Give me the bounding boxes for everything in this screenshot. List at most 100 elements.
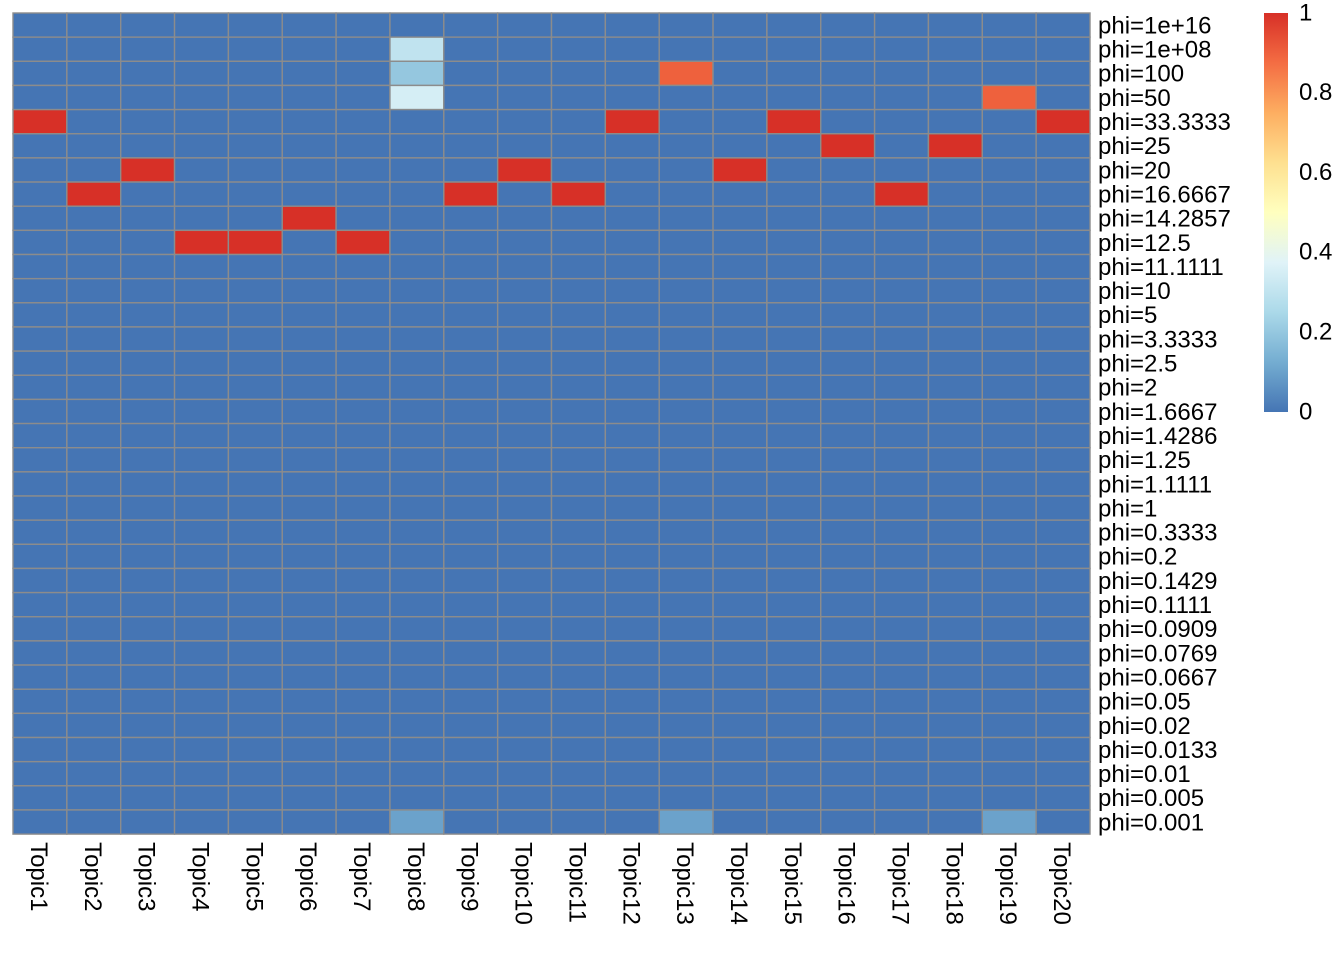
heatmap-cell bbox=[119, 229, 176, 256]
heatmap-cell bbox=[12, 108, 68, 135]
heatmap-cell bbox=[1035, 809, 1091, 835]
heatmap-cell bbox=[335, 760, 391, 787]
heatmap-cell bbox=[443, 567, 499, 594]
heatmap-cell bbox=[1035, 543, 1091, 570]
heatmap-cell bbox=[66, 567, 122, 594]
row-label: phi=0.05 bbox=[1098, 689, 1191, 716]
heatmap-cell bbox=[389, 495, 445, 521]
heatmap-cell bbox=[1035, 36, 1091, 63]
heatmap-cell bbox=[281, 84, 337, 111]
heatmap-cell bbox=[119, 422, 176, 449]
heatmap-cell bbox=[873, 326, 930, 352]
heatmap-cell bbox=[927, 60, 984, 87]
heatmap-cell bbox=[227, 736, 283, 763]
heatmap-cell bbox=[12, 350, 68, 376]
heatmap-cell bbox=[496, 277, 553, 304]
heatmap-cell bbox=[12, 736, 68, 763]
heatmap-cell bbox=[66, 108, 122, 135]
heatmap-cell bbox=[389, 253, 445, 280]
column-label: Topic17 bbox=[887, 842, 914, 925]
heatmap-cell bbox=[981, 688, 1037, 715]
heatmap-cell bbox=[981, 12, 1037, 38]
heatmap-cell bbox=[981, 326, 1037, 352]
heatmap-cell bbox=[1035, 398, 1091, 425]
column-label: Topic15 bbox=[779, 842, 806, 925]
heatmap-cell bbox=[66, 374, 122, 401]
heatmap-cell bbox=[550, 664, 607, 690]
heatmap-cell bbox=[927, 398, 984, 425]
heatmap-cell bbox=[12, 591, 68, 618]
heatmap-cell bbox=[119, 736, 176, 763]
heatmap-cell bbox=[712, 133, 768, 159]
column-label: Topic3 bbox=[133, 842, 160, 911]
heatmap-cell bbox=[927, 277, 984, 304]
row-label: phi=2 bbox=[1098, 375, 1157, 402]
row-label: phi=1.1111 bbox=[1098, 471, 1212, 498]
heatmap-cell bbox=[604, 736, 660, 763]
row-label: phi=1.6667 bbox=[1098, 399, 1217, 426]
heatmap-cell bbox=[389, 157, 445, 183]
heatmap-cell bbox=[281, 519, 337, 546]
heatmap-cell bbox=[712, 302, 768, 328]
heatmap-cell bbox=[712, 809, 768, 835]
heatmap-cell bbox=[12, 12, 68, 38]
heatmap-cell bbox=[389, 760, 445, 787]
heatmap-cell bbox=[658, 422, 714, 449]
heatmap-cell bbox=[927, 785, 984, 811]
heatmap-cell bbox=[66, 543, 122, 570]
heatmap-cell bbox=[766, 36, 822, 63]
heatmap-cell bbox=[496, 616, 553, 642]
heatmap-cell bbox=[604, 157, 660, 183]
heatmap-cell bbox=[12, 205, 68, 232]
heatmap-cell bbox=[604, 543, 660, 570]
heatmap-cell bbox=[658, 616, 714, 642]
heatmap-cell bbox=[820, 519, 876, 546]
heatmap-cell bbox=[1035, 133, 1091, 159]
heatmap-cell bbox=[335, 253, 391, 280]
heatmap-cell bbox=[1035, 108, 1091, 135]
heatmap-cell bbox=[766, 326, 822, 352]
heatmap-cell bbox=[658, 374, 714, 401]
heatmap-cell bbox=[981, 157, 1037, 183]
heatmap-cell bbox=[927, 616, 984, 642]
heatmap-cell bbox=[66, 664, 122, 690]
heatmap-cell bbox=[873, 519, 930, 546]
heatmap-cell bbox=[712, 688, 768, 715]
heatmap-cell bbox=[281, 326, 337, 352]
heatmap-cell bbox=[766, 543, 822, 570]
heatmap-cell bbox=[658, 447, 714, 473]
color-legend: 1 0.8 0.6 0.4 0.2 0 bbox=[1264, 0, 1332, 425]
column-label: Topic1 bbox=[25, 842, 52, 911]
heatmap-cell bbox=[712, 36, 768, 63]
heatmap-cell bbox=[604, 229, 660, 256]
legend-tick-label: 0 bbox=[1299, 398, 1312, 425]
column-label: Topic12 bbox=[617, 842, 644, 925]
heatmap-cell bbox=[66, 60, 122, 87]
heatmap-cell bbox=[604, 326, 660, 352]
heatmap-cell bbox=[335, 398, 391, 425]
heatmap-cell bbox=[389, 108, 445, 135]
heatmap-cell bbox=[550, 398, 607, 425]
heatmap-cell bbox=[496, 36, 553, 63]
heatmap-cell bbox=[66, 350, 122, 376]
heatmap-cell bbox=[496, 471, 553, 497]
heatmap-cell bbox=[873, 495, 930, 521]
heatmap-cell bbox=[227, 447, 283, 473]
heatmap-cell bbox=[281, 205, 337, 232]
column-label: Topic16 bbox=[833, 842, 860, 925]
heatmap-cell bbox=[389, 591, 445, 618]
heatmap-cell bbox=[66, 84, 122, 111]
heatmap-cell bbox=[658, 60, 714, 87]
heatmap-cell bbox=[173, 785, 230, 811]
heatmap-cell bbox=[658, 567, 714, 594]
heatmap-cell bbox=[873, 253, 930, 280]
heatmap-cell bbox=[927, 84, 984, 111]
heatmap-cell bbox=[496, 229, 553, 256]
heatmap-cell bbox=[658, 229, 714, 256]
heatmap-cell bbox=[227, 302, 283, 328]
heatmap-cell bbox=[443, 302, 499, 328]
row-label: phi=0.3333 bbox=[1098, 520, 1217, 547]
heatmap-cell bbox=[227, 640, 283, 666]
heatmap-cell bbox=[1035, 688, 1091, 715]
